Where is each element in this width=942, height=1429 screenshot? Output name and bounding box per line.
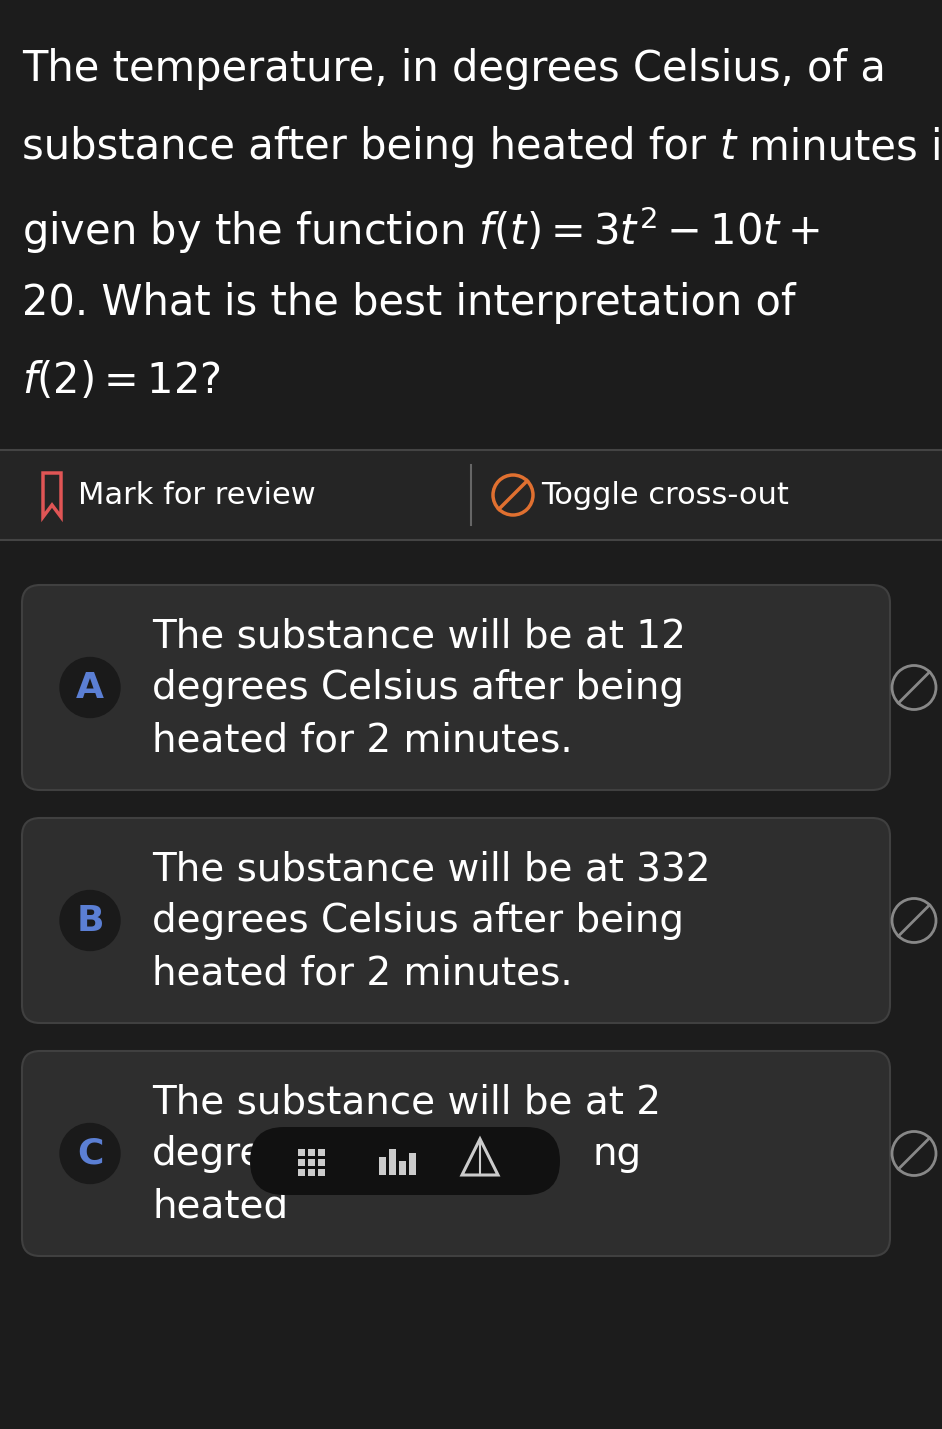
Text: degre…: degre… <box>152 1135 303 1173</box>
Bar <box>308 1149 315 1156</box>
Bar <box>298 1149 305 1156</box>
Text: t: t <box>720 126 736 169</box>
Circle shape <box>60 890 120 950</box>
Bar <box>298 1169 305 1176</box>
Text: given by the function $f(t) = 3t^2 - 10t +$: given by the function $f(t) = 3t^2 - 10t… <box>22 204 820 256</box>
Text: C: C <box>77 1136 104 1170</box>
Text: substance after being heated for: substance after being heated for <box>22 126 720 169</box>
Bar <box>318 1159 325 1166</box>
Bar <box>0 0 942 430</box>
Text: degrees Celsius after being: degrees Celsius after being <box>152 902 684 940</box>
Bar <box>298 1159 305 1166</box>
Bar <box>318 1149 325 1156</box>
Text: minutes is: minutes is <box>736 126 942 169</box>
Bar <box>0 450 942 540</box>
Text: ng: ng <box>592 1135 642 1173</box>
Text: 20. What is the best interpretation of: 20. What is the best interpretation of <box>22 282 796 324</box>
Text: heated for 2 minutes.: heated for 2 minutes. <box>152 722 573 759</box>
Bar <box>308 1159 315 1166</box>
Bar <box>308 1169 315 1176</box>
Text: The substance will be at 332: The substance will be at 332 <box>152 850 710 887</box>
Bar <box>409 1153 416 1175</box>
Text: $f(2) = 12$?: $f(2) = 12$? <box>22 360 220 402</box>
Text: Mark for review: Mark for review <box>78 480 316 510</box>
Text: A: A <box>76 670 104 704</box>
Bar <box>379 1157 386 1175</box>
FancyBboxPatch shape <box>22 584 890 790</box>
FancyBboxPatch shape <box>22 817 890 1023</box>
Text: The substance will be at 2: The substance will be at 2 <box>152 1083 661 1120</box>
Text: The temperature, in degrees Celsius, of a: The temperature, in degrees Celsius, of … <box>22 49 885 90</box>
Text: The substance will be at 12: The substance will be at 12 <box>152 617 686 654</box>
FancyBboxPatch shape <box>250 1127 560 1195</box>
Text: degrees Celsius after being: degrees Celsius after being <box>152 669 684 707</box>
Text: B: B <box>76 903 104 937</box>
FancyBboxPatch shape <box>22 1050 890 1256</box>
Bar <box>389 1149 396 1175</box>
Bar <box>399 1160 406 1175</box>
Circle shape <box>60 657 120 717</box>
Text: heated for 2 minutes.: heated for 2 minutes. <box>152 955 573 992</box>
Text: Toggle cross-out: Toggle cross-out <box>541 480 788 510</box>
Bar <box>318 1169 325 1176</box>
Circle shape <box>60 1123 120 1183</box>
Text: heated: heated <box>152 1187 288 1225</box>
